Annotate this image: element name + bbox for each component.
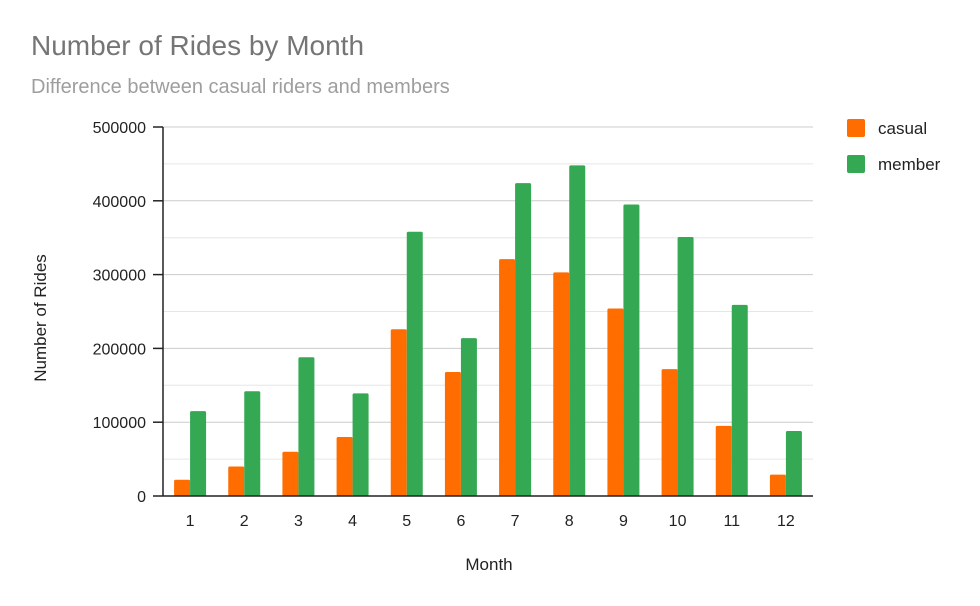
- y-tick-label: 100000: [93, 415, 146, 432]
- bar-member-10: [677, 236, 694, 496]
- bar-member-4: [352, 393, 369, 496]
- x-tick-label: 8: [565, 513, 574, 530]
- x-tick-label: 3: [294, 513, 303, 530]
- legend: casual member: [847, 119, 941, 174]
- legend-item-casual: casual: [847, 119, 927, 138]
- y-tick-label: 300000: [93, 268, 146, 285]
- x-tick-label: 5: [402, 513, 411, 530]
- bar-casual-4: [336, 436, 353, 496]
- bar-casual-11: [715, 425, 732, 496]
- bar-member-9: [623, 204, 640, 497]
- bar-casual-6: [444, 372, 461, 496]
- bar-casual-3: [282, 451, 299, 496]
- x-tick-label: 2: [240, 513, 249, 530]
- legend-item-member: member: [847, 155, 941, 174]
- y-tick-label: 400000: [93, 194, 146, 211]
- x-tick-label: 12: [777, 513, 795, 530]
- bar-casual-5: [390, 329, 407, 496]
- x-tick-label: 11: [723, 513, 740, 530]
- bar-casual-8: [553, 272, 570, 496]
- bar-member-6: [460, 338, 477, 496]
- bar-member-5: [406, 231, 423, 496]
- bar-casual-12: [769, 474, 786, 496]
- x-tick-label: 1: [186, 513, 195, 530]
- x-tick-label: 4: [348, 513, 357, 530]
- y-tick-label: 0: [137, 489, 146, 506]
- legend-label-casual: casual: [878, 119, 927, 138]
- bar-member-1: [190, 411, 207, 496]
- x-tick-label: 9: [619, 513, 628, 530]
- y-tick-label: 200000: [93, 341, 146, 358]
- legend-label-member: member: [878, 155, 941, 174]
- bar-member-7: [515, 183, 532, 496]
- x-tick-labels: 1 2 3 4 5 6 7 8 9 10 11 12: [186, 513, 795, 530]
- bar-member-8: [569, 165, 586, 496]
- bar-casual-7: [499, 259, 516, 496]
- gridlines: [163, 126, 813, 460]
- y-axis-label: Number of Rides: [31, 254, 50, 382]
- x-tick-label: 10: [669, 513, 687, 530]
- x-tick-label: 7: [511, 513, 520, 530]
- bar-casual-10: [661, 369, 678, 496]
- bar-member-3: [298, 357, 315, 496]
- x-tick-label: 6: [456, 513, 465, 530]
- bar-member-12: [785, 431, 802, 496]
- y-tick-labels: 0 100000 200000 300000 400000 500000: [93, 120, 163, 506]
- legend-swatch-member: [847, 155, 865, 173]
- bar-casual-2: [228, 466, 245, 496]
- chart-subtitle: Difference between casual riders and mem…: [31, 76, 450, 98]
- x-axis-label: Month: [465, 555, 512, 574]
- bar-member-2: [244, 391, 261, 496]
- bar-casual-9: [607, 308, 624, 496]
- y-tick-label: 500000: [93, 120, 146, 137]
- bar-member-11: [731, 304, 748, 496]
- legend-swatch-casual: [847, 119, 865, 137]
- bar-casual-1: [174, 479, 191, 496]
- bars: [174, 165, 802, 497]
- chart-title: Number of Rides by Month: [31, 30, 364, 61]
